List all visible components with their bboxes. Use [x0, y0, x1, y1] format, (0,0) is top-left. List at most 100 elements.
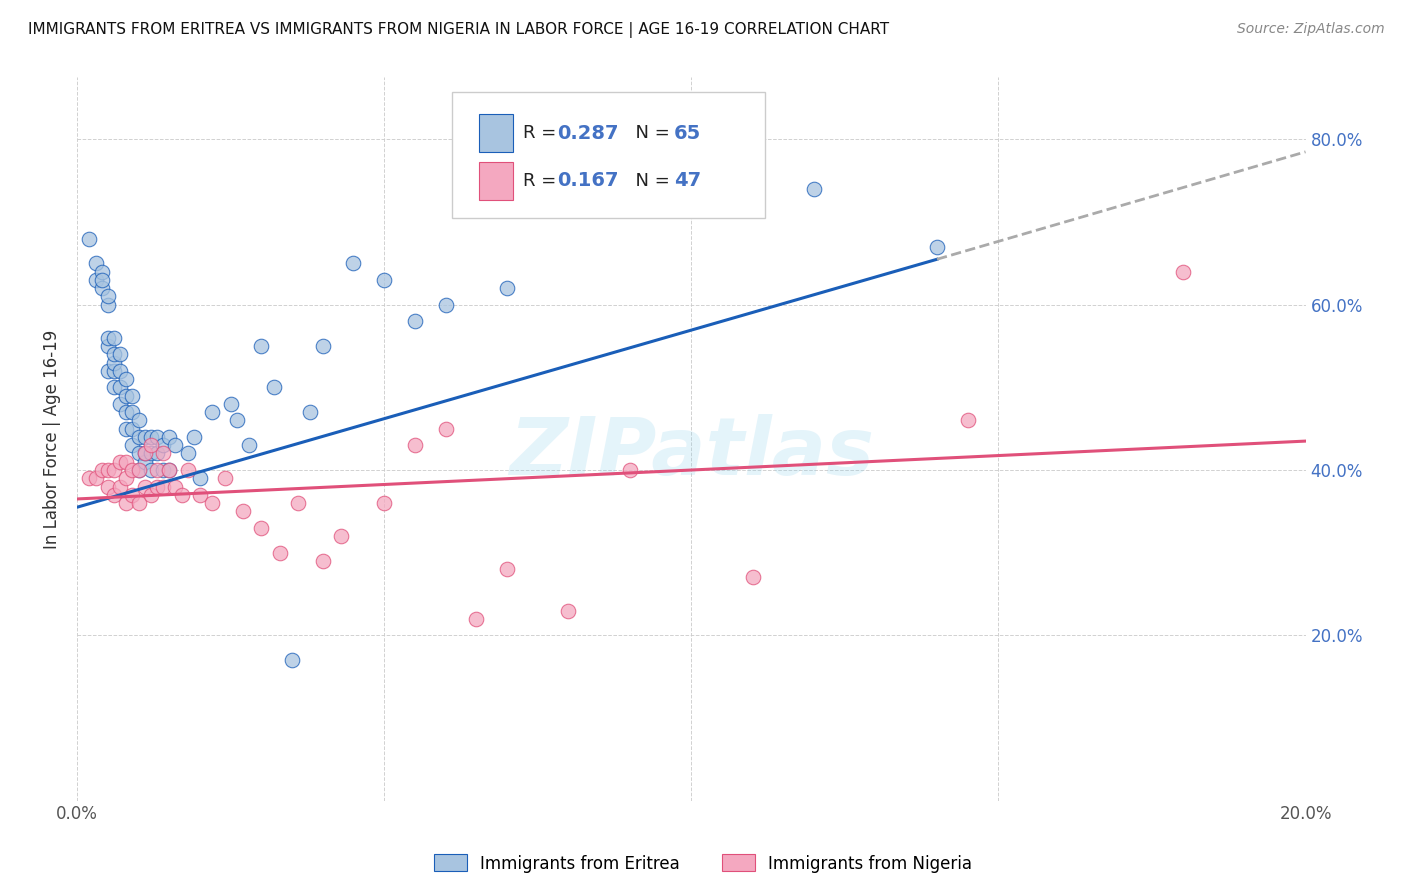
Point	[225, 413, 247, 427]
Point	[108, 347, 131, 361]
Point	[496, 562, 519, 576]
Point	[103, 380, 125, 394]
Point	[232, 504, 254, 518]
Point	[115, 389, 138, 403]
Point	[84, 471, 107, 485]
Point	[90, 281, 112, 295]
Point	[84, 273, 107, 287]
Point	[108, 479, 131, 493]
Point	[157, 430, 180, 444]
Point	[128, 463, 150, 477]
Point	[90, 273, 112, 287]
Point	[152, 479, 174, 493]
Point	[152, 463, 174, 477]
Point	[103, 364, 125, 378]
Point	[201, 405, 224, 419]
Point	[128, 496, 150, 510]
Text: N =: N =	[624, 172, 675, 190]
Y-axis label: In Labor Force | Age 16-19: In Labor Force | Age 16-19	[44, 329, 60, 549]
Point	[97, 479, 120, 493]
Point	[103, 463, 125, 477]
Point	[134, 479, 156, 493]
Point	[115, 405, 138, 419]
Point	[134, 446, 156, 460]
Point	[108, 455, 131, 469]
Text: 47: 47	[673, 171, 702, 190]
Point	[121, 463, 143, 477]
Point	[925, 240, 948, 254]
Point	[79, 471, 101, 485]
Point	[404, 438, 426, 452]
Point	[103, 355, 125, 369]
Point	[152, 446, 174, 460]
Point	[496, 281, 519, 295]
Point	[115, 372, 138, 386]
Point	[170, 488, 193, 502]
FancyBboxPatch shape	[479, 162, 513, 200]
Point	[146, 430, 169, 444]
Text: R =: R =	[523, 124, 562, 142]
Point	[139, 488, 162, 502]
Text: IMMIGRANTS FROM ERITREA VS IMMIGRANTS FROM NIGERIA IN LABOR FORCE | AGE 16-19 CO: IMMIGRANTS FROM ERITREA VS IMMIGRANTS FR…	[28, 22, 889, 38]
Point	[299, 405, 322, 419]
Point	[1171, 265, 1194, 279]
Text: 0.287: 0.287	[557, 124, 619, 143]
Text: N =: N =	[624, 124, 675, 142]
Point	[342, 256, 364, 270]
Point	[97, 298, 120, 312]
Point	[79, 231, 101, 245]
Point	[803, 182, 825, 196]
Point	[134, 430, 156, 444]
Point	[373, 496, 395, 510]
Point	[176, 446, 198, 460]
Point	[128, 446, 150, 460]
Text: R =: R =	[523, 172, 562, 190]
Point	[115, 496, 138, 510]
Point	[176, 463, 198, 477]
Point	[188, 471, 211, 485]
Point	[165, 479, 187, 493]
Point	[139, 438, 162, 452]
Point	[139, 446, 162, 460]
Point	[121, 422, 143, 436]
Point	[103, 331, 125, 345]
Point	[134, 455, 156, 469]
Point	[108, 364, 131, 378]
Point	[201, 496, 224, 510]
Point	[128, 463, 150, 477]
Point	[121, 389, 143, 403]
Point	[157, 463, 180, 477]
Text: 65: 65	[673, 124, 702, 143]
Point	[128, 430, 150, 444]
Point	[121, 438, 143, 452]
Text: 0.167: 0.167	[557, 171, 619, 190]
Point	[121, 488, 143, 502]
Point	[465, 612, 488, 626]
Point	[97, 331, 120, 345]
Point	[128, 413, 150, 427]
Point	[214, 471, 236, 485]
Legend: Immigrants from Eritrea, Immigrants from Nigeria: Immigrants from Eritrea, Immigrants from…	[427, 847, 979, 880]
FancyBboxPatch shape	[479, 114, 513, 152]
Point	[434, 422, 457, 436]
Point	[263, 380, 285, 394]
Point	[188, 488, 211, 502]
Text: ZIPatlas: ZIPatlas	[509, 415, 873, 492]
Point	[157, 463, 180, 477]
Point	[557, 603, 579, 617]
Point	[97, 364, 120, 378]
Point	[219, 397, 242, 411]
Point	[152, 438, 174, 452]
Point	[373, 273, 395, 287]
FancyBboxPatch shape	[451, 92, 765, 219]
Point	[404, 314, 426, 328]
Point	[115, 455, 138, 469]
Point	[250, 521, 273, 535]
Point	[287, 496, 309, 510]
Point	[121, 405, 143, 419]
Point	[434, 298, 457, 312]
Point	[281, 653, 304, 667]
Point	[312, 554, 335, 568]
Point	[956, 413, 979, 427]
Point	[741, 570, 763, 584]
